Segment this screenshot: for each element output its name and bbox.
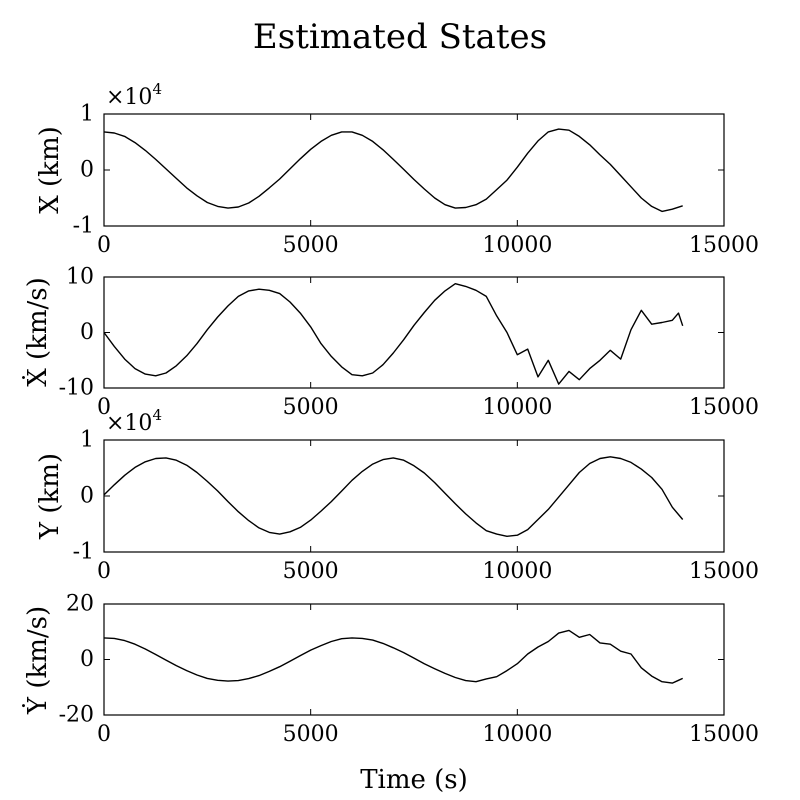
x-tick-label: 15000 <box>689 395 759 420</box>
y-tick-label: 1 <box>80 428 94 453</box>
exponent-base-x: ×10 <box>106 85 152 110</box>
series-x <box>103 128 683 213</box>
x-tick-label: 5000 <box>283 559 339 584</box>
x-tick-label: 0 <box>97 395 111 420</box>
series-ydot <box>103 629 683 684</box>
x-tick-label: 0 <box>97 722 111 747</box>
y-tick-label: 0 <box>80 158 94 183</box>
y-tick-label: -1 <box>73 540 94 565</box>
ticks-x: 0 5000 10000 15000-101 <box>73 102 759 259</box>
y-tick-label: 1 <box>80 102 94 127</box>
x-tick-label: 10000 <box>482 722 552 747</box>
x-tick-label: 10000 <box>482 395 552 420</box>
ylabel-ydot: Ẏ (km/s) <box>22 606 53 715</box>
series-y <box>103 456 684 537</box>
x-tick-label: 15000 <box>689 233 759 258</box>
exponent-power-x: 4 <box>152 80 162 98</box>
exponent-power-y: 4 <box>152 406 162 424</box>
x-tick-label: 0 <box>97 559 111 584</box>
ylabel-x: X (km) <box>35 126 65 213</box>
x-tick-label: 10000 <box>482 233 552 258</box>
y-tick-label: 20 <box>66 592 94 617</box>
y-tick-label: 0 <box>80 647 94 672</box>
axes-y <box>103 439 725 553</box>
axes-xdot <box>103 276 725 389</box>
x-tick-label: 0 <box>97 233 111 258</box>
axes-ydot <box>103 603 725 716</box>
y-tick-label: 0 <box>80 484 94 509</box>
ylabel-y: Y (km) <box>35 453 65 540</box>
subplot-y: 0 5000 10000 15000-101 Y (km) ×104 <box>35 406 759 584</box>
x-tick-label: 15000 <box>689 722 759 747</box>
axes-x <box>103 113 725 227</box>
exponent-x: ×104 <box>106 80 162 110</box>
x-axis-label: Time (s) <box>360 765 468 795</box>
series-xdot <box>103 283 684 385</box>
ylabel-xdot: Ẋ (km/s) <box>22 277 53 387</box>
exponent-base-y: ×10 <box>106 411 152 436</box>
y-tick-label: -20 <box>59 703 94 728</box>
exponent-y: ×104 <box>106 406 162 436</box>
y-tick-label: 10 <box>66 265 94 290</box>
x-tick-label: 5000 <box>283 395 339 420</box>
ticks-y: 0 5000 10000 15000-101 <box>73 428 759 585</box>
x-tick-label: 10000 <box>482 559 552 584</box>
chart-title: Estimated States <box>253 17 547 57</box>
subplot-x: 0 5000 10000 15000-101 X (km) ×104 <box>35 80 759 258</box>
y-tick-label: -10 <box>59 376 94 401</box>
x-tick-label: 5000 <box>283 722 339 747</box>
x-tick-label: 5000 <box>283 233 339 258</box>
y-tick-label: -1 <box>73 214 94 239</box>
y-tick-label: 0 <box>80 320 94 345</box>
x-tick-label: 15000 <box>689 559 759 584</box>
